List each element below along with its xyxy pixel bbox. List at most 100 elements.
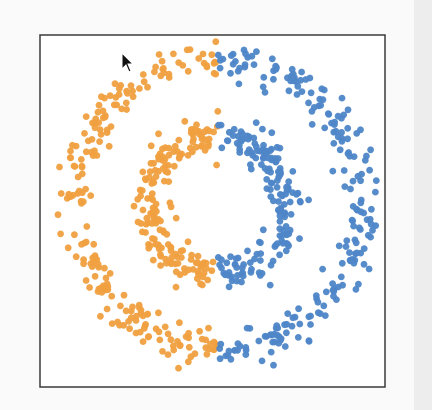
scatter-point (129, 87, 137, 95)
scatter-point (81, 130, 88, 137)
side-strip (414, 0, 432, 410)
scatter-point (151, 216, 159, 224)
scatter-point (98, 288, 106, 296)
scatter-point (252, 154, 260, 162)
scatter-point (135, 301, 143, 309)
scatter-point (57, 190, 65, 197)
scatter-point (328, 119, 335, 127)
scatter-point (270, 361, 277, 369)
scatter-point (101, 264, 108, 272)
scatter-point (353, 249, 361, 257)
scatter-point (353, 205, 360, 213)
scatter-point (159, 348, 166, 355)
scatter-point (305, 99, 312, 107)
scatter-point (112, 94, 120, 101)
scatter-point (340, 167, 348, 174)
scatter-point (181, 117, 189, 125)
scatter-point (271, 338, 278, 346)
scatter-point (310, 104, 318, 111)
scatter-point (165, 74, 173, 81)
scatter-point (367, 146, 374, 154)
scatter-point (259, 146, 267, 153)
scatter-point (216, 261, 224, 269)
scatter-point (257, 257, 264, 264)
scatter-point (307, 312, 314, 320)
scatter-point (160, 177, 168, 185)
scatter-point (127, 82, 135, 90)
scatter-point (196, 327, 204, 335)
scatter-point (285, 242, 292, 250)
scatter-point (321, 124, 329, 132)
scatter-point (86, 284, 93, 291)
scatter-point (141, 322, 149, 329)
scatter-point (179, 62, 187, 69)
scatter-point (365, 265, 373, 273)
scatter-point (193, 275, 201, 282)
scatter-point (152, 325, 160, 333)
scatter-point (257, 250, 265, 257)
scatter-point (350, 222, 357, 230)
scatter-point (277, 336, 284, 344)
scatter-point (285, 230, 293, 238)
scatter-point (276, 251, 283, 259)
scatter-point (306, 74, 314, 82)
scatter-point (297, 76, 304, 84)
scatter-point (259, 83, 267, 91)
scatter-point (338, 114, 345, 122)
scatter-point (216, 355, 224, 363)
scatter-point (212, 38, 220, 46)
scatter-point (355, 280, 362, 288)
scatter-point (268, 331, 276, 339)
scatter-point (282, 223, 290, 230)
scatter-point (266, 147, 274, 155)
scatter-point (338, 94, 346, 102)
scatter-point (276, 218, 284, 225)
scatter-point (314, 309, 322, 317)
scatter-point (122, 307, 130, 315)
scatter-point (208, 51, 216, 59)
scatter-point (163, 230, 171, 238)
scatter-point (296, 235, 303, 243)
scatter-point (78, 163, 86, 171)
scatter-point (67, 147, 74, 155)
scatter-point (253, 48, 260, 55)
scatter-point (343, 237, 351, 245)
scatter-point (322, 288, 330, 296)
scatter-point (122, 99, 130, 107)
scatter-point (251, 140, 259, 147)
scatter-point (236, 342, 244, 350)
scatter-point (367, 233, 374, 241)
scatter-point (287, 211, 295, 218)
scatter-point (148, 180, 156, 187)
scatter-point (307, 89, 315, 97)
scatter-point (288, 65, 296, 73)
scatter-point (285, 178, 293, 186)
scatter-point (95, 101, 103, 109)
scatter-point (324, 110, 332, 118)
scatter-point (98, 93, 105, 101)
scatter-point (164, 351, 172, 358)
scatter-point (246, 259, 254, 266)
scatter-point (175, 136, 183, 144)
scatter-point (94, 108, 102, 116)
scatter-point (254, 147, 261, 155)
scatter-point (284, 310, 292, 317)
scatter-point (143, 214, 151, 222)
scatter-point (144, 195, 152, 202)
scatter-point (194, 268, 202, 275)
scatter-point (185, 266, 192, 274)
scatter-point (294, 82, 302, 90)
scatter-point (214, 108, 222, 115)
scatter-point (198, 335, 206, 343)
scatter-point (67, 154, 75, 162)
scatter-point (133, 312, 140, 320)
scatter-point (111, 80, 119, 88)
scatter-point (71, 231, 78, 239)
scatter-point (203, 62, 211, 69)
scatter-point (319, 96, 327, 104)
scatter-point (214, 254, 222, 261)
scatter-point (281, 343, 289, 350)
scatter-point (223, 137, 231, 145)
scatter-point (145, 173, 153, 181)
scatter-point (282, 190, 289, 198)
